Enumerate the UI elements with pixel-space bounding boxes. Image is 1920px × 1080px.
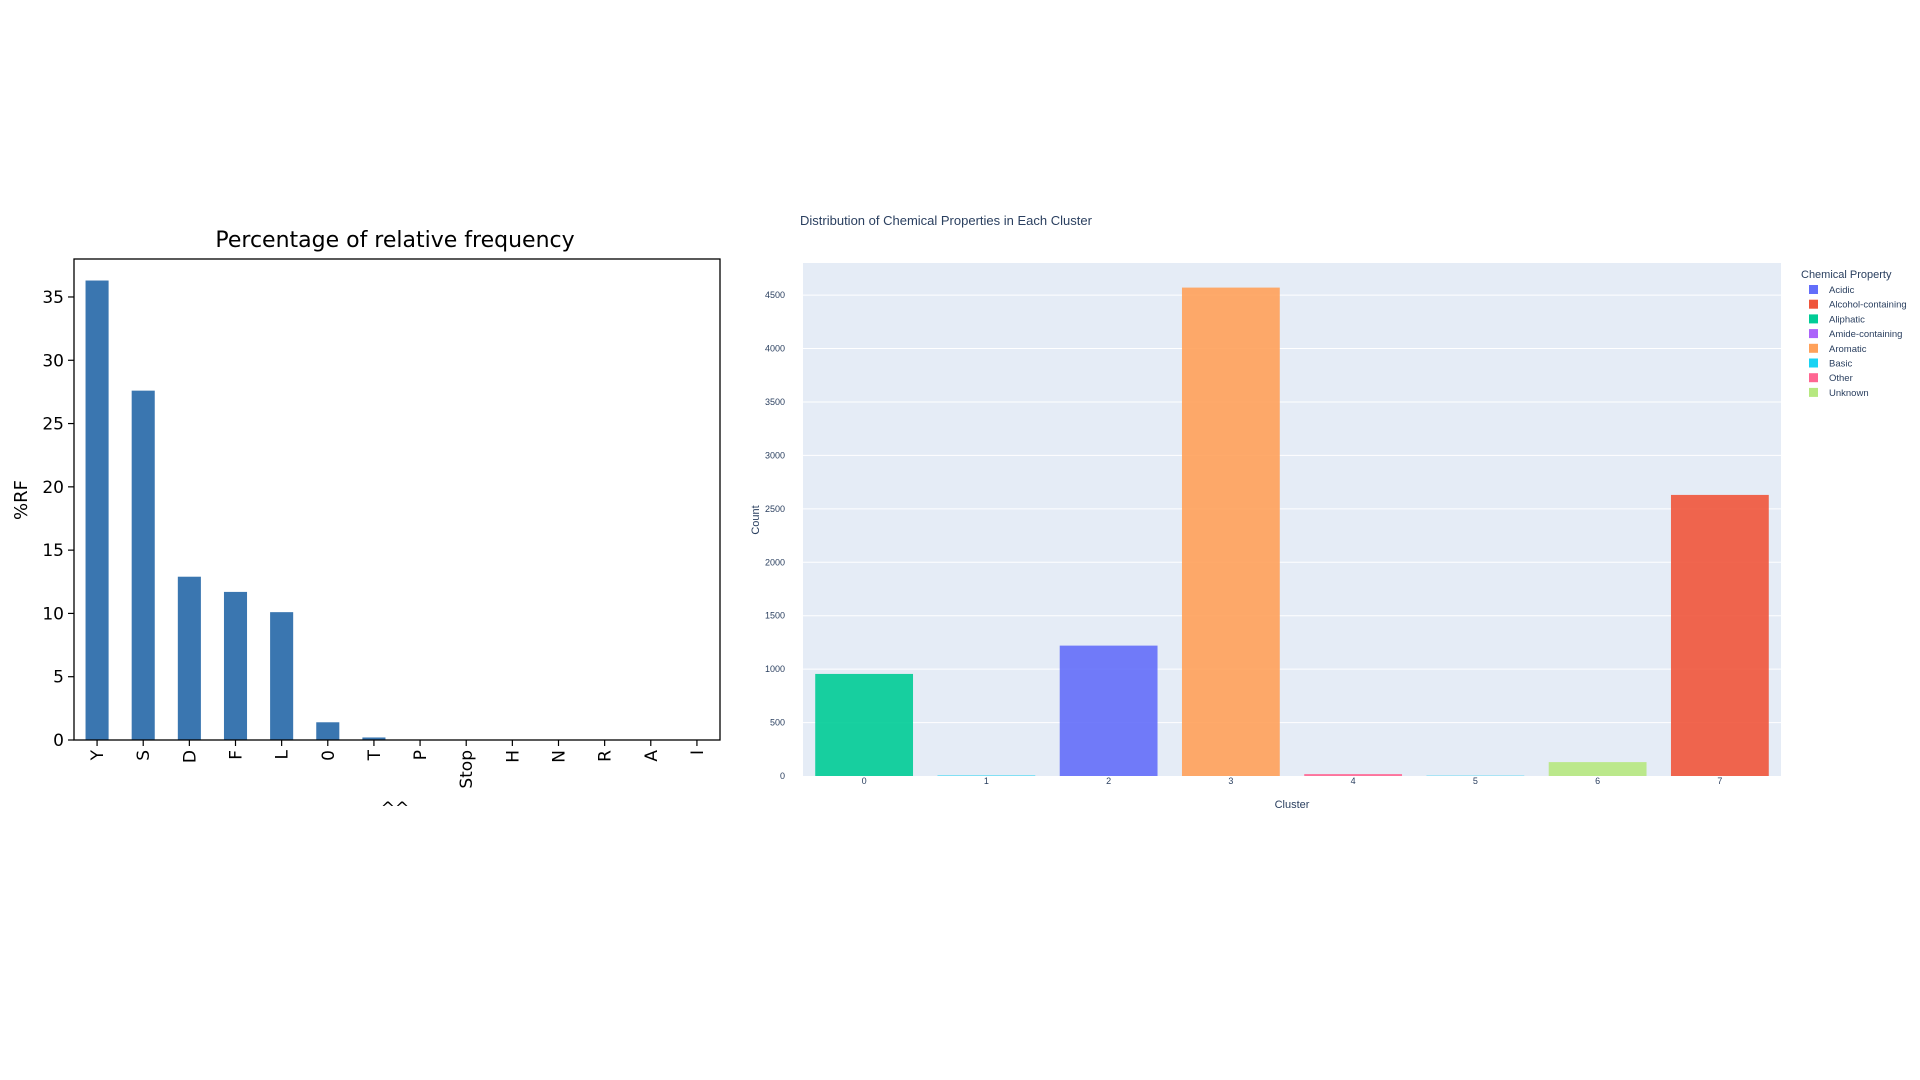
chart1-xtick-label: S bbox=[134, 750, 154, 761]
chart1-xtick-label: N bbox=[550, 750, 570, 763]
chart2-xtick-label: 5 bbox=[1473, 776, 1478, 786]
chart1-plot-frame bbox=[73, 258, 721, 741]
chart1-bar bbox=[316, 722, 340, 740]
chart2-ytick-label: 3500 bbox=[765, 397, 785, 407]
chart1-bar bbox=[223, 591, 248, 740]
chart2-legend-swatch[interactable] bbox=[1809, 358, 1818, 368]
chart1-ytick-label: 35 bbox=[42, 288, 64, 308]
chart2-y-axis: 0 500 1000 1500 2000 2500 3000 3500 4000 4500 bbox=[765, 290, 785, 781]
chart1-bar bbox=[362, 737, 386, 740]
chart1-xtick-label: T bbox=[365, 749, 385, 761]
chart2-ytick-label: 1000 bbox=[765, 664, 785, 674]
chart1-ytick-label: 5 bbox=[53, 668, 64, 688]
chart1-xlabel: ^^ bbox=[381, 799, 410, 819]
chart2-legend-swatch[interactable] bbox=[1809, 299, 1818, 309]
chart1-xtick-label: D bbox=[180, 750, 200, 763]
chart1-xtick-label: P bbox=[411, 750, 431, 760]
chart2-legend-label[interactable]: Aliphatic bbox=[1829, 314, 1865, 325]
chart2-ytick-label: 2000 bbox=[765, 557, 785, 567]
chart2-ytick-label: 0 bbox=[780, 771, 785, 781]
chart2-legend-label[interactable]: Alcohol-containing bbox=[1829, 300, 1907, 311]
chart2-plot-background bbox=[803, 263, 1781, 776]
chart2-bar bbox=[937, 775, 1036, 776]
chart1-title: Percentage of relative frequency bbox=[215, 228, 574, 253]
chart1-xtick-label: A bbox=[642, 750, 662, 762]
chart1-y-axis: 0 5 10 15 20 25 30 35 bbox=[42, 288, 74, 751]
chart1-xtick-label: 0 bbox=[319, 750, 339, 761]
chart2-xtick-label: 6 bbox=[1595, 776, 1600, 786]
chart1-xtick-label: R bbox=[596, 750, 616, 762]
chart1-xtick-label: Stop bbox=[457, 750, 477, 789]
chart2-xtick-label: 3 bbox=[1228, 776, 1233, 786]
chart2-xlabel: Cluster bbox=[1275, 799, 1310, 811]
chart2-x-axis: 0 1 2 3 4 5 6 7 bbox=[862, 776, 1723, 786]
chart2-legend-title: Chemical Property bbox=[1801, 269, 1892, 281]
chart2-bar bbox=[1304, 774, 1403, 776]
chart2-ytick-label: 4500 bbox=[765, 290, 785, 300]
chart1-bar bbox=[85, 280, 109, 740]
chart2-title: Distribution of Chemical Properties in E… bbox=[800, 213, 1093, 228]
chart2-legend-swatch[interactable] bbox=[1809, 285, 1818, 294]
chart2-bar bbox=[1548, 762, 1647, 776]
chart2-legend-swatch[interactable] bbox=[1809, 314, 1818, 324]
chart1-bar bbox=[177, 576, 201, 740]
chart2-ytick-label: 2500 bbox=[765, 504, 785, 514]
chart2-ytick-label: 500 bbox=[770, 718, 785, 728]
chart2-ytick-label: 4000 bbox=[765, 344, 785, 354]
chart1-xtick-label: I bbox=[688, 750, 708, 755]
chart2-legend-swatch[interactable] bbox=[1809, 373, 1818, 383]
chart2-legend-swatch[interactable] bbox=[1809, 329, 1818, 339]
chart1-ytick-label: 20 bbox=[42, 478, 64, 498]
chart2-bars bbox=[815, 287, 1769, 776]
chart2-legend-swatch[interactable] bbox=[1809, 343, 1818, 353]
chart1-ytick-label: 25 bbox=[42, 415, 64, 435]
chart2-ylabel: Count bbox=[750, 505, 762, 534]
chart2-xtick-label: 7 bbox=[1717, 776, 1722, 786]
chart2-legend-label[interactable]: Amide-containing bbox=[1829, 329, 1902, 340]
chart2-legend-label[interactable]: Basic bbox=[1829, 359, 1852, 370]
chart1-ytick-label: 0 bbox=[53, 731, 64, 751]
chart2-bar bbox=[1059, 645, 1158, 776]
chart2-xtick-label: 1 bbox=[984, 776, 989, 786]
chart2-ytick-label: 3000 bbox=[765, 450, 785, 460]
chart2-legend-swatch[interactable] bbox=[1809, 387, 1818, 397]
chart1-xtick-label: H bbox=[503, 750, 523, 763]
chart2-xtick-label: 4 bbox=[1351, 776, 1356, 786]
chart1-ytick-label: 30 bbox=[42, 351, 64, 371]
chart2-legend-label[interactable]: Unknown bbox=[1829, 388, 1869, 399]
chart1-xtick-label: F bbox=[227, 750, 247, 760]
relative-frequency-chart: Percentage of relative frequency %RF ^^ … bbox=[11, 228, 721, 819]
chart2-xtick-label: 0 bbox=[862, 776, 867, 786]
chart1-x-axis: Y S D F L 0 T P Stop H N R A I bbox=[88, 740, 708, 789]
chart1-bars bbox=[85, 280, 386, 740]
chart2-bar bbox=[1181, 287, 1280, 776]
chart1-bar bbox=[131, 390, 155, 740]
chart2-legend: Chemical Property Acidic Alcohol-containi… bbox=[1801, 269, 1907, 399]
chart2-legend-label[interactable]: Other bbox=[1829, 373, 1853, 384]
chart1-xtick-label: L bbox=[273, 749, 293, 759]
chart2-legend-label[interactable]: Acidic bbox=[1829, 285, 1855, 296]
chart2-bar bbox=[1670, 494, 1769, 776]
chart1-ylabel: %RF bbox=[11, 480, 32, 520]
chart2-xtick-label: 2 bbox=[1106, 776, 1111, 786]
chart1-ytick-label: 10 bbox=[42, 604, 64, 624]
chart2-ytick-label: 1500 bbox=[765, 611, 785, 621]
chart1-xtick-label: Y bbox=[88, 749, 108, 761]
chart1-ytick-label: 15 bbox=[42, 541, 64, 561]
chart2-legend-label[interactable]: Aromatic bbox=[1829, 344, 1867, 355]
chemical-properties-chart: Distribution of Chemical Properties in E… bbox=[750, 213, 1907, 811]
chart2-bar bbox=[815, 673, 914, 776]
chart1-bar bbox=[270, 612, 294, 740]
chart2-gridlines bbox=[803, 294, 1781, 724]
